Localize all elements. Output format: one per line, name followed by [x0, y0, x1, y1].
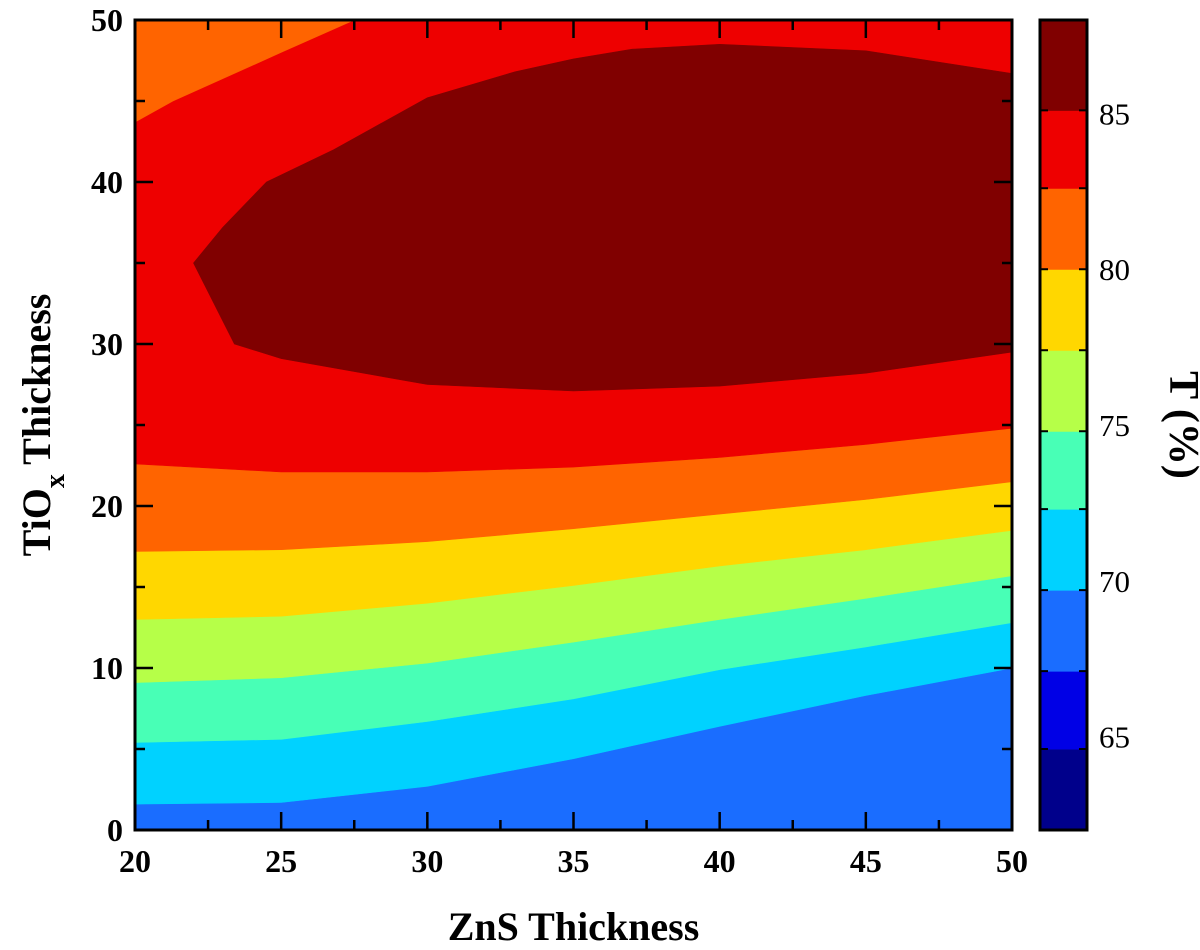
x-tick-label: 20	[119, 843, 151, 879]
x-tick-label: 30	[411, 843, 443, 879]
colorbar-segment	[1040, 350, 1087, 432]
colorbar-segment	[1040, 20, 1087, 111]
colorbar-segment	[1040, 671, 1087, 750]
x-tick-label: 50	[996, 843, 1028, 879]
y-axis-label-main: TiO	[14, 488, 59, 556]
colorbar-segment	[1040, 590, 1087, 672]
y-tick-label: 40	[91, 164, 123, 200]
colorbar-segment	[1040, 431, 1087, 510]
colorbar-tick-label: 70	[1099, 564, 1130, 599]
colorbar-tick-label: 65	[1099, 720, 1130, 755]
x-tick-label: 35	[558, 843, 590, 879]
y-tick-label: 10	[91, 650, 123, 686]
colorbar-segment	[1040, 188, 1087, 270]
colorbar-segment	[1040, 509, 1087, 591]
x-axis-label: ZnS Thickness	[448, 904, 700, 949]
y-tick-label: 50	[91, 2, 123, 38]
x-tick-label: 40	[704, 843, 736, 879]
colorbar-segment	[1040, 749, 1087, 831]
contour-fill-regions	[134, 19, 1013, 831]
region-level-10	[193, 43, 1013, 392]
y-tick-label: 30	[91, 326, 123, 362]
x-axis-ticks: 20 25 30 35 40 45 50	[119, 20, 1028, 879]
y-axis-label-rest: Thickness	[14, 294, 59, 474]
colorbar-tick-label: 80	[1099, 252, 1130, 287]
y-axis-ticks: 0 10 20 30 40 50	[91, 2, 1012, 848]
y-axis-label-subscript: x	[40, 474, 71, 488]
y-tick-label: 0	[107, 812, 123, 848]
colorbar	[1040, 20, 1087, 831]
colorbar-segment	[1040, 269, 1087, 351]
x-tick-label: 45	[850, 843, 882, 879]
colorbar-tick-label: 75	[1099, 408, 1130, 443]
colorbar-ticks: 65 70 75 80 85	[1040, 96, 1130, 755]
colorbar-frame	[1038, 18, 1089, 832]
colorbar-label: T (%)	[1160, 371, 1200, 479]
y-tick-label: 20	[91, 488, 123, 524]
y-axis-label: TiOx Thickness	[14, 294, 71, 557]
x-tick-label: 25	[265, 843, 297, 879]
colorbar-tick-label: 85	[1099, 96, 1130, 131]
colorbar-segment	[1040, 110, 1087, 189]
